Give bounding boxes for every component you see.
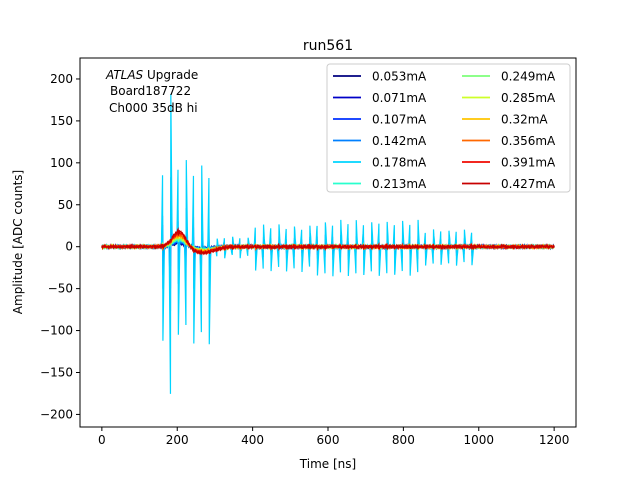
series-line-0.427mA bbox=[101, 227, 555, 256]
x-tick-label: 600 bbox=[317, 433, 340, 447]
legend-label: 0.285mA bbox=[501, 91, 556, 105]
y-tick-label: 150 bbox=[50, 114, 73, 128]
y-tick-label: 200 bbox=[50, 72, 73, 86]
x-tick-label: 0 bbox=[98, 433, 106, 447]
x-tick-label: 800 bbox=[392, 433, 415, 447]
legend-label: 0.071mA bbox=[372, 91, 427, 105]
annotation-board: Board187722 bbox=[110, 84, 191, 98]
x-tick-label: 400 bbox=[241, 433, 264, 447]
y-tick-label: −150 bbox=[40, 365, 73, 379]
annotation-atlas: ATLAS bbox=[105, 68, 144, 82]
legend-label: 0.142mA bbox=[372, 134, 427, 148]
annotation-channel: Ch000 35dB hi bbox=[109, 101, 198, 115]
legend-box bbox=[326, 63, 571, 193]
legend: 0.053mA 0.071mA 0.107mA 0.142mA 0.178mA 0.213… bbox=[326, 63, 571, 193]
y-tick-label: −50 bbox=[48, 282, 73, 296]
chart-title: run561 bbox=[303, 38, 353, 54]
legend-label: 0.391mA bbox=[501, 156, 556, 170]
annotation-upgrade: Upgrade bbox=[143, 68, 198, 82]
y-axis-label: Amplitude [ADC counts] bbox=[11, 170, 25, 314]
y-tick-label: 0 bbox=[65, 240, 73, 254]
legend-label: 0.356mA bbox=[501, 134, 556, 148]
annotation-line-1: ATLAS Upgrade bbox=[105, 68, 198, 82]
legend-label: 0.178mA bbox=[372, 156, 427, 170]
y-tick-label: 100 bbox=[50, 156, 73, 170]
legend-label: 0.32mA bbox=[501, 113, 548, 127]
x-tick-label: 1000 bbox=[463, 433, 494, 447]
y-tick-label: 50 bbox=[58, 198, 73, 212]
atlas-annotation: ATLAS Upgrade Board187722 Ch000 35dB hi bbox=[105, 68, 198, 115]
x-tick-label: 200 bbox=[166, 433, 189, 447]
y-tick-label: −100 bbox=[40, 324, 73, 338]
x-tick-label: 1200 bbox=[539, 433, 570, 447]
legend-label: 0.107mA bbox=[372, 113, 427, 127]
x-axis-label: Time [ns] bbox=[299, 457, 356, 471]
y-tick-label: −200 bbox=[40, 407, 73, 421]
legend-label: 0.213mA bbox=[372, 177, 427, 191]
legend-label: 0.249mA bbox=[501, 70, 556, 84]
legend-label: 0.053mA bbox=[372, 70, 427, 84]
legend-label: 0.427mA bbox=[501, 177, 556, 191]
